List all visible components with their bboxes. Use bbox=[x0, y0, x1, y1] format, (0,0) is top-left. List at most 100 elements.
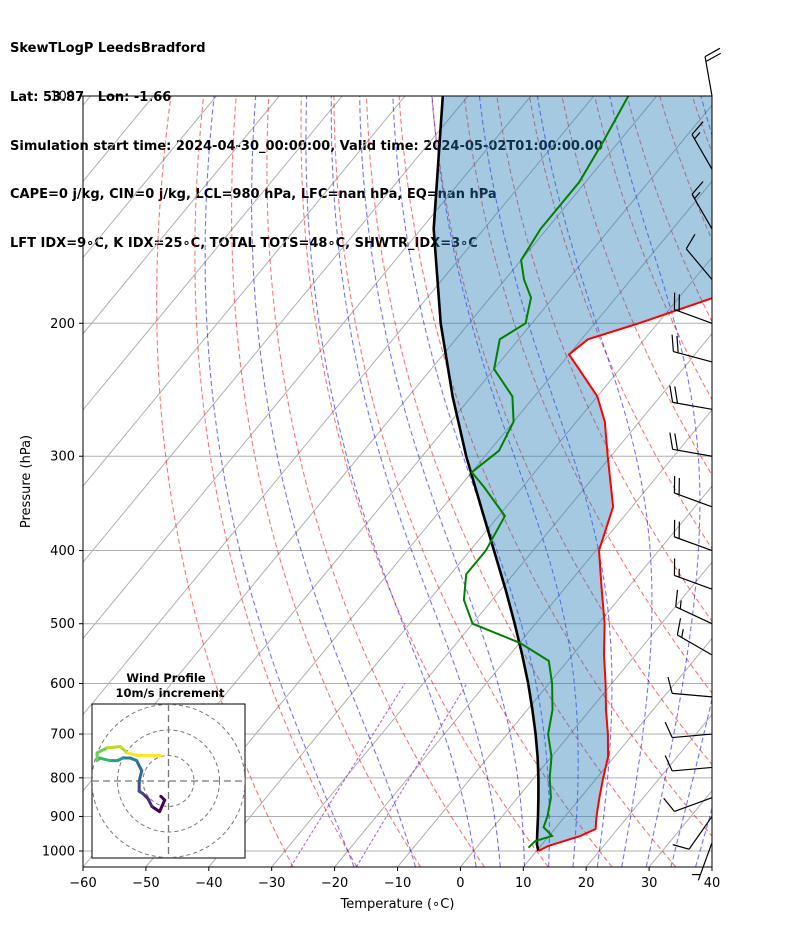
x-tick-label: 40 bbox=[704, 876, 721, 891]
isotherm-gridline bbox=[334, 409, 712, 867]
isotherm-gridline bbox=[83, 96, 469, 564]
isotherm-gridline bbox=[711, 866, 712, 867]
dry-adiabat bbox=[561, 96, 712, 477]
isotherm-gridline bbox=[585, 713, 712, 867]
isotherm-gridline bbox=[460, 561, 712, 867]
wind-barb bbox=[667, 676, 713, 698]
header-line-station: SkewTLogP LeedsBradford bbox=[10, 41, 206, 57]
dry-adiabat bbox=[266, 96, 485, 867]
plot-area bbox=[83, 96, 794, 867]
dry-adiabat bbox=[496, 96, 712, 623]
moist-adiabat bbox=[359, 96, 526, 867]
wind-barb bbox=[675, 589, 713, 625]
y-tick-label: 500 bbox=[50, 617, 75, 632]
dry-adiabat bbox=[431, 96, 712, 766]
wind-barb bbox=[664, 721, 713, 739]
y-tick-label: 200 bbox=[50, 317, 75, 332]
wind-barbs bbox=[663, 47, 722, 881]
hodograph-segment bbox=[95, 746, 109, 755]
header-line-indices: LFT IDX=9∘C, K IDX=25∘C, TOTAL TOTS=48∘C… bbox=[10, 235, 478, 251]
isotherm-gridline bbox=[83, 96, 532, 640]
y-tick-label: 300 bbox=[50, 450, 75, 465]
hodograph-ring bbox=[117, 729, 220, 833]
isotherm-gridline bbox=[83, 96, 280, 335]
isotherm-gridline bbox=[83, 96, 217, 259]
mixing-ratio-line bbox=[290, 683, 406, 867]
dry-adiabat bbox=[725, 96, 794, 867]
wind-barb bbox=[691, 181, 713, 230]
wind-barb bbox=[669, 385, 713, 410]
cin-shaded-area bbox=[433, 96, 712, 851]
x-tick-label: −20 bbox=[321, 876, 348, 891]
y-tick-label: 600 bbox=[50, 677, 75, 692]
moist-adiabat bbox=[392, 96, 550, 867]
moist-adiabat bbox=[251, 96, 417, 867]
chart-header: SkewTLogP LeedsBradford Lat: 53.87 Lon: … bbox=[10, 9, 603, 268]
dry-adiabat bbox=[156, 96, 294, 867]
x-tick-label: −60 bbox=[69, 876, 96, 891]
mixing-ratio-line bbox=[355, 683, 468, 867]
moist-adiabat bbox=[536, 96, 653, 867]
wind-barb bbox=[704, 47, 722, 97]
y-tick-label: 400 bbox=[50, 544, 75, 559]
dry-adiabat bbox=[333, 96, 613, 867]
x-tick-label: 10 bbox=[515, 876, 532, 891]
moist-adiabat bbox=[478, 96, 613, 867]
hodograph-segment bbox=[105, 745, 122, 750]
x-tick-label: −10 bbox=[384, 876, 411, 891]
hodograph-segment bbox=[137, 769, 144, 783]
wind-barb bbox=[669, 432, 713, 457]
y-axis-label: Pressure (hPa) bbox=[19, 435, 34, 528]
parcel-profile-line bbox=[432, 96, 540, 852]
wind-barb bbox=[663, 797, 713, 812]
isotherm-gridline bbox=[271, 332, 712, 867]
wind-barb bbox=[673, 292, 713, 324]
hodograph-segment bbox=[150, 805, 162, 814]
isotherm-gridline bbox=[83, 96, 91, 106]
x-tick-label: −50 bbox=[132, 876, 159, 891]
isotherm-gridline bbox=[83, 96, 406, 487]
isotherm-gridline bbox=[397, 485, 712, 867]
dry-adiabat bbox=[231, 96, 422, 867]
wind-barb bbox=[672, 816, 713, 850]
moist-adiabat bbox=[204, 96, 355, 867]
wind-barb bbox=[673, 476, 713, 508]
hodograph-segment bbox=[135, 759, 144, 773]
wind-barb bbox=[685, 233, 713, 280]
x-axis-label: Temperature (∘C) bbox=[340, 897, 455, 912]
x-tick-label: 30 bbox=[641, 876, 658, 891]
isotherm-gridline bbox=[83, 96, 343, 411]
isotherm-gridline bbox=[145, 180, 712, 867]
wind-barb bbox=[664, 755, 713, 772]
hodograph-subtitle: 10m/s increment bbox=[116, 686, 225, 700]
hodograph-title: Wind Profile bbox=[126, 671, 206, 685]
isotherm-gridline bbox=[522, 637, 712, 867]
x-tick-label: 0 bbox=[456, 876, 464, 891]
dry-adiabat bbox=[398, 96, 712, 837]
moist-adiabat bbox=[330, 96, 501, 867]
y-tick-label: 900 bbox=[50, 810, 75, 825]
y-tick-label: 100 bbox=[50, 90, 75, 105]
isotherm-gridline bbox=[208, 256, 712, 867]
y-tick-label: 700 bbox=[50, 728, 75, 743]
dry-adiabat bbox=[365, 96, 677, 867]
header-line-cape: CAPE=0 j/kg, CIN=0 j/kg, LCL=980 hPa, LF… bbox=[10, 187, 497, 203]
x-tick-label: 20 bbox=[578, 876, 595, 891]
wind-barb bbox=[671, 334, 713, 363]
hodograph-ring bbox=[142, 755, 195, 807]
moist-adiabat bbox=[305, 96, 477, 867]
isotherm-gridline bbox=[775, 96, 794, 867]
dry-adiabat bbox=[300, 96, 549, 867]
hodograph-segment bbox=[118, 745, 130, 755]
hodograph-segment bbox=[126, 751, 140, 757]
moist-adiabat bbox=[609, 96, 701, 867]
wind-barb bbox=[676, 618, 713, 656]
wind-barb bbox=[691, 121, 713, 170]
hodograph-segment bbox=[98, 756, 112, 763]
dry-adiabat bbox=[194, 96, 358, 867]
wind-barb bbox=[673, 558, 713, 590]
dewpoint-line bbox=[462, 96, 630, 849]
temperature-line bbox=[537, 297, 712, 852]
